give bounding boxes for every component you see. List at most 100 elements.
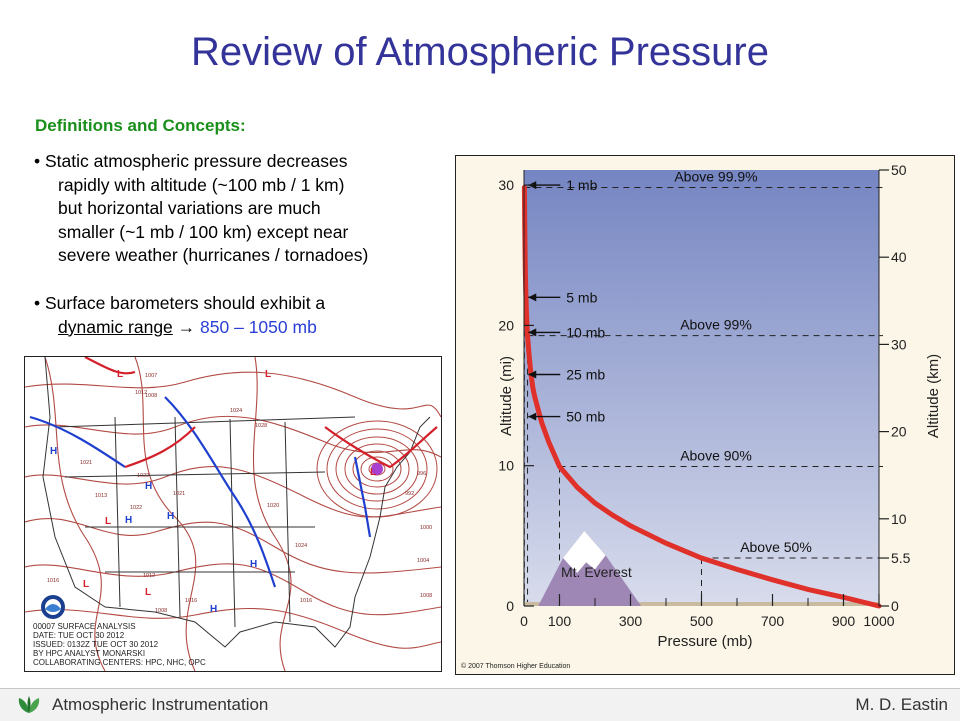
pressure-altitude-chart: 1 mb 5 mb 10 mb 25 mb 50 mb Above 99.9% Above… xyxy=(455,155,955,675)
y-tick-label-right: 40 xyxy=(891,249,907,265)
arrow-label: 5 mb xyxy=(566,289,597,305)
noaa-logo xyxy=(41,595,65,619)
footer-bar: Atmospheric Instrumentation M. D. Eastin xyxy=(0,688,960,721)
high-label: H xyxy=(145,481,152,492)
pressure-value: 1008 xyxy=(155,608,167,614)
caption-line: DATE: TUE OCT 30 2012 xyxy=(33,631,125,640)
pressure-value: 1021 xyxy=(80,460,92,466)
pressure-value: 1012 xyxy=(135,390,147,396)
caption-line: BY HPC ANALYST MONARSKI xyxy=(33,649,146,658)
low-label: L xyxy=(145,587,151,598)
pressure-value: 1016 xyxy=(185,598,197,604)
bullet-line: but horizontal variations are much xyxy=(58,198,321,218)
low-label: L xyxy=(83,579,89,590)
arrow-label: 1 mb xyxy=(566,177,597,193)
pressure-values: 1007 1012 1008 1024 1028 1021 1022 1013 … xyxy=(47,373,432,614)
mountain-label: Mt. Everest xyxy=(561,564,632,580)
band-label: Above 99% xyxy=(680,317,752,333)
pressure-value: 1022 xyxy=(137,473,149,479)
pressure-value: 1022 xyxy=(130,505,142,511)
bullet-line: smaller (~1 mb / 100 km) except near xyxy=(58,221,349,242)
warm-front xyxy=(84,357,438,469)
caption-line: ISSUED: 0132Z TUE OCT 30 2012 xyxy=(33,640,159,649)
y-tick-label-left: 30 xyxy=(498,177,514,193)
pressure-value: 996 xyxy=(417,471,426,477)
y-tick-label-right: 5.5 xyxy=(891,550,911,566)
bullet-first-line: Surface barometers should exhibit a xyxy=(45,293,326,313)
x-axis-label: Pressure (mb) xyxy=(657,633,752,650)
leaf-logo-icon xyxy=(18,696,40,713)
coastlines xyxy=(42,357,431,648)
pressure-value: 1008 xyxy=(145,393,157,399)
map-canvas: L H H H H L L H L H L L 1007 1012 1008 1… xyxy=(25,357,441,671)
pressure-value: 1004 xyxy=(417,558,429,564)
x-tick-label: 500 xyxy=(690,613,714,629)
pressure-value: 1016 xyxy=(47,578,59,584)
pressure-curve xyxy=(521,184,882,609)
high-label: H xyxy=(167,511,174,522)
pressure-value: 1021 xyxy=(173,491,185,497)
band-label: Above 99.9% xyxy=(674,168,757,184)
section-heading: Definitions and Concepts: xyxy=(35,116,246,135)
x-tick-label: 700 xyxy=(761,613,785,629)
x-tick-label: 300 xyxy=(619,613,643,629)
y-axis-label-right: Altitude (km) xyxy=(925,354,942,438)
pressure-value: 992 xyxy=(405,491,414,497)
arrow-glyph: → xyxy=(177,316,196,337)
x-tick-label: 100 xyxy=(548,613,572,629)
high-label: H xyxy=(250,559,257,570)
cold-front xyxy=(29,396,372,588)
dynamic-range-term: dynamic range xyxy=(58,316,173,337)
copyright-note: © 2007 Thomson Higher Education xyxy=(461,662,570,670)
chart-canvas: 1 mb 5 mb 10 mb 25 mb 50 mb Above 99.9% Above… xyxy=(461,162,942,670)
y-tick-label-right: 50 xyxy=(891,162,907,178)
mountain-snow xyxy=(563,531,606,573)
low-label: L xyxy=(370,467,376,478)
high-label: H xyxy=(125,515,132,526)
caption-line: 00007 SURFACE ANALYSIS xyxy=(33,622,136,631)
y-tick-label-right: 30 xyxy=(891,336,907,352)
pressure-value: 1024 xyxy=(230,408,242,414)
x-tick-label: 900 xyxy=(832,613,856,629)
low-label: L xyxy=(265,369,271,380)
footer-author: M. D. Eastin xyxy=(855,695,948,714)
y-tick-label-right: 10 xyxy=(891,511,907,527)
pressure-value: 1016 xyxy=(300,598,312,604)
pressure-centers: L H H H H L L H L H L L xyxy=(50,369,376,615)
bullet-line: severe weather (hurricanes / tornadoes) xyxy=(58,245,369,265)
arrow-label: 50 mb xyxy=(566,409,605,425)
pressure-value: 1013 xyxy=(95,493,107,499)
arrow-head xyxy=(528,412,537,421)
x-tick-label: 0 xyxy=(520,613,528,629)
arrow-head xyxy=(528,293,537,302)
high-label: H xyxy=(210,604,217,615)
pressure-value: 1024 xyxy=(295,543,307,549)
x-tick-label: 1000 xyxy=(863,613,894,629)
surface-analysis-map: L H H H H L L H L H L L 1007 1012 1008 1… xyxy=(24,356,442,672)
bullet-dynamic-range: • Surface barometers should exhibit a dy… xyxy=(34,293,326,337)
page-title: Review of Atmospheric Pressure xyxy=(190,30,769,74)
pressure-range: 850 – 1050 mb xyxy=(200,316,317,337)
bullet-line: rapidly with altitude (~100 mb / 1 km) xyxy=(58,174,345,195)
bullet-pressure-decrease: • Static atmospheric pressure decreases … xyxy=(34,150,454,268)
map-caption: 00007 SURFACE ANALYSIS DATE: TUE OCT 30 … xyxy=(33,622,206,667)
band-label: Above 90% xyxy=(680,447,752,463)
arrow-head xyxy=(528,328,537,337)
low-label: L xyxy=(105,516,111,527)
arrow-label: 10 mb xyxy=(566,324,605,340)
pressure-value: 1012 xyxy=(143,573,155,579)
y-axis-label-left: Altitude (mi) xyxy=(498,356,515,436)
y-tick-label-left: 10 xyxy=(498,458,514,474)
pressure-value: 1028 xyxy=(255,423,267,429)
low-label: L xyxy=(117,369,123,380)
arrow-label: 25 mb xyxy=(566,366,605,382)
y-tick-label-right: 0 xyxy=(891,598,899,614)
y-tick-label-left: 0 xyxy=(506,598,514,614)
caption-line: COLLABORATING CENTERS: HPC, NHC, OPC xyxy=(33,658,206,667)
storm-center xyxy=(371,463,383,475)
pressure-value: 1007 xyxy=(145,373,157,379)
bullet-first-line: Static atmospheric pressure decreases xyxy=(45,151,348,171)
pressure-value: 1020 xyxy=(267,503,279,509)
arrow-head xyxy=(528,370,537,379)
y-tick-label-right: 20 xyxy=(891,424,907,440)
